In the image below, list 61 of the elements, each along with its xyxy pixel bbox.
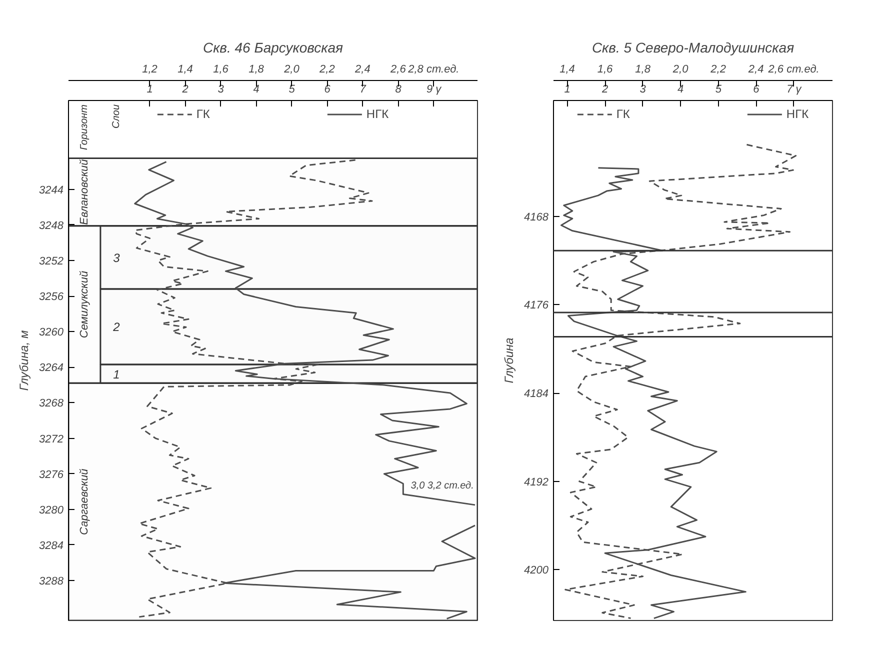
y-tick-label: 3272: [39, 433, 64, 446]
x-tick-label: 5: [715, 84, 722, 96]
band-label: Евлановский: [78, 159, 90, 225]
x2-tick-label: 2,4: [747, 64, 764, 76]
y-tick-label: 3248: [39, 220, 64, 232]
x-tick-label: 2: [181, 84, 188, 96]
x-tick-label: 4: [253, 84, 260, 96]
x-tick-label: 6: [753, 84, 760, 96]
x2-tick-label: 1,4: [560, 64, 575, 76]
y-tick-label: 3256: [39, 291, 64, 304]
annotation: Горизонт: [78, 104, 90, 150]
y-tick-label: 3276: [39, 468, 64, 481]
y-tick-label: 4176: [524, 300, 550, 312]
band-label: Саргаевский: [78, 468, 90, 535]
y-tick-label: 4192: [524, 476, 549, 488]
y-tick-label: 3264: [39, 362, 64, 374]
legend-label: НГК: [786, 107, 809, 121]
x2-tick-label: 2,4: [354, 64, 370, 76]
x2-tick-label: 1,2: [142, 64, 158, 76]
x2-tick-label: 2,6: [390, 64, 407, 76]
legend-label: НГК: [366, 107, 389, 121]
x2-tick-label: 1,4: [178, 64, 193, 76]
x2-tick-label: 1,6: [213, 64, 230, 76]
legend-label: ГК: [196, 107, 211, 121]
legend-label: ГК: [616, 107, 631, 121]
x2-tick-label: 1,8: [248, 64, 265, 76]
annotation: Слои: [110, 104, 122, 128]
x2-tick-label: 2,2: [318, 64, 335, 76]
y-tick-label: 3252: [39, 256, 64, 268]
x2-tick-label: 2,2: [710, 64, 726, 76]
y-tick-label: 3288: [39, 576, 64, 588]
y-tick-label: 3280: [39, 504, 64, 516]
line-series: [564, 144, 797, 620]
x-tick-label: 7 γ: [786, 84, 803, 96]
x2-tick-label: 2,8 ст.ед.: [407, 64, 460, 76]
x2-tick-label: 2,6 ст.ед.: [767, 64, 820, 76]
x2-tick-label: 2,0: [672, 64, 690, 76]
y-tick-label: 3268: [39, 398, 64, 410]
annotation: 3,0 3,2 ст.ед.: [410, 480, 474, 492]
chart-title: Скв. 46 Барсуковская: [202, 40, 344, 56]
band-label: 3: [113, 250, 120, 265]
y-tick-label: 3260: [39, 326, 64, 339]
x2-tick-label: 1,6: [597, 64, 614, 76]
y-tick-label: 4168: [524, 211, 550, 224]
x-tick-label: 4: [678, 84, 684, 96]
band-label: 2: [112, 320, 120, 334]
x2-tick-label: 2,0: [283, 64, 300, 76]
x-tick-label: 9 γ: [426, 84, 443, 96]
y-tick-label: 4184: [524, 388, 549, 400]
x2-tick-label: 1,8: [635, 64, 652, 76]
band-label: Семилукский: [78, 270, 90, 338]
x-tick-label: 2: [600, 84, 608, 96]
y-axis-title: Глубина, м: [17, 330, 32, 391]
x-tick-label: 8: [395, 84, 402, 96]
x-tick-label: 5: [288, 84, 296, 96]
chart-title: Скв. 5 Северо-Малодушинская: [592, 40, 795, 56]
y-tick-label: 3244: [39, 184, 64, 196]
band-label: 1: [113, 367, 120, 382]
y-tick-label: 3284: [39, 540, 64, 552]
y-axis-title: Глубина: [502, 337, 516, 384]
y-tick-label: 4200: [524, 564, 550, 577]
